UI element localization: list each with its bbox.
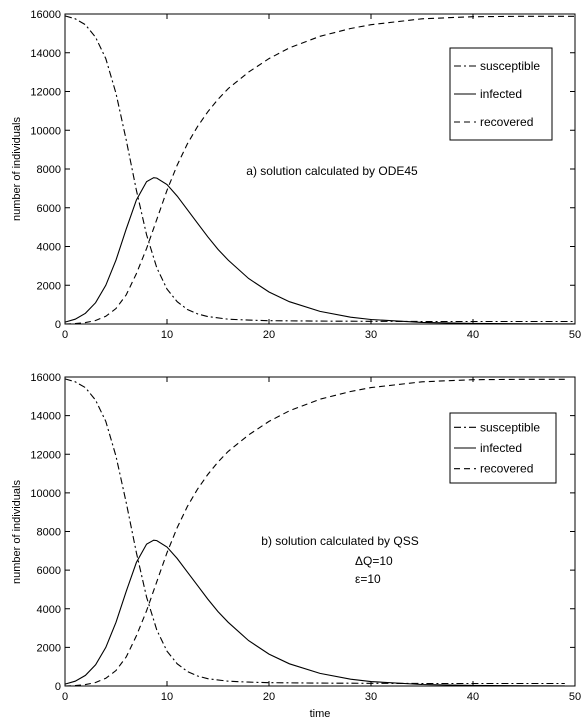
legend-label-recovered: recovered — [480, 462, 533, 476]
y-tick-label: 12000 — [30, 87, 61, 99]
y-tick-label: 6000 — [37, 203, 61, 215]
y-axis-label: number of individuals — [11, 117, 23, 221]
legend-label-infected: infected — [480, 441, 522, 455]
y-tick-label: 0 — [55, 319, 61, 331]
legend: susceptible infected recovered — [449, 412, 557, 484]
y-tick-label: 4000 — [37, 242, 61, 254]
legend-label-recovered: recovered — [480, 115, 533, 129]
y-tick-label: 14000 — [30, 48, 61, 60]
series-line-infected — [64, 177, 576, 325]
y-tick-label: 10000 — [30, 125, 61, 137]
x-tick-label: 10 — [161, 691, 173, 703]
legend: susceptible infected recovered — [449, 47, 553, 141]
y-tick-label: 10000 — [30, 488, 61, 500]
x-tick-label: 20 — [263, 691, 275, 703]
y-tick-label: 2000 — [37, 280, 61, 292]
y-tick-label: 2000 — [37, 642, 61, 654]
y-tick-label: 4000 — [37, 604, 61, 616]
x-tick-label: 50 — [569, 329, 581, 341]
x-tick-label: 0 — [62, 329, 68, 341]
x-tick-label: 40 — [467, 691, 479, 703]
y-tick-label: 16000 — [30, 9, 61, 21]
series-line-recovered — [64, 378, 565, 687]
annotation-text: ε=10 — [355, 572, 381, 586]
chart-panel-2: 0 10 20 30 40 50 0 2000 4000 6000 8000 10000 12000 14… — [11, 372, 581, 720]
legend-label-infected: infected — [480, 87, 522, 101]
x-axis-label: time — [310, 708, 331, 719]
x-tick-label: 50 — [569, 691, 581, 703]
x-tick-label: 0 — [62, 691, 68, 703]
series-line-infected — [64, 539, 565, 687]
x-tick-label: 30 — [365, 691, 377, 703]
x-tick-label: 30 — [365, 329, 377, 341]
series-line-recovered — [64, 15, 575, 325]
annotation-text: a) solution calculated by ODE45 — [246, 164, 418, 178]
y-tick-label: 8000 — [37, 164, 61, 176]
annotation-text: b) solution calculated by QSS — [261, 534, 418, 548]
y-tick-label: 14000 — [30, 411, 61, 423]
chart-panel-1: 0 10 20 30 40 50 0 2000 4000 6000 8000 10000 12000 14… — [11, 9, 581, 341]
x-tick-label: 20 — [263, 329, 275, 341]
y-tick-label: 16000 — [30, 372, 61, 384]
legend-label-susceptible: susceptible — [480, 420, 540, 434]
x-tick-label: 10 — [161, 329, 173, 341]
y-tick-label: 6000 — [37, 565, 61, 577]
y-tick-label: 0 — [55, 681, 61, 693]
y-tick-label: 8000 — [37, 527, 61, 539]
legend-label-susceptible: susceptible — [480, 59, 540, 73]
y-tick-label: 12000 — [30, 449, 61, 461]
y-axis-label: number of individuals — [11, 480, 23, 584]
annotation-text: ΔQ=10 — [355, 554, 393, 568]
x-tick-label: 40 — [467, 329, 479, 341]
